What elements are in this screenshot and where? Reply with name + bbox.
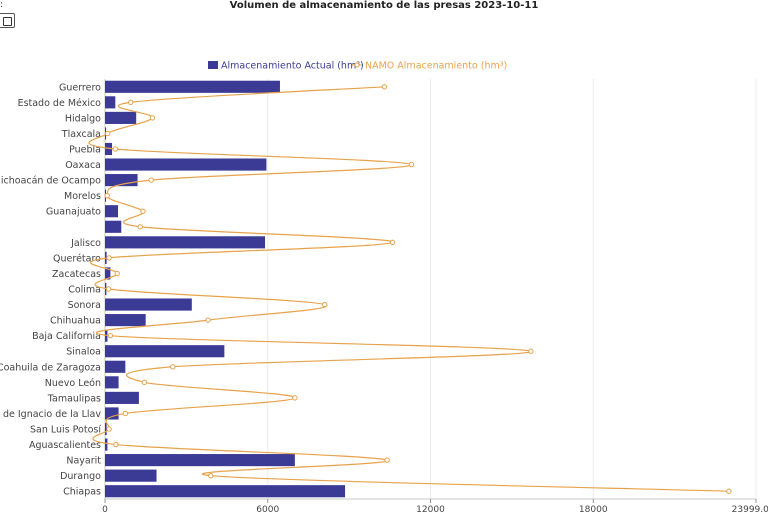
square-icon [3, 17, 12, 26]
bar [105, 96, 116, 109]
category-label: Puebla [69, 145, 101, 156]
namo-point [140, 208, 146, 214]
bar [105, 391, 139, 404]
bar [105, 422, 107, 436]
namo-point [141, 379, 148, 386]
namo-point [128, 99, 134, 106]
category-label: Michoacán de Ocampo [0, 176, 101, 187]
category-label: Tlaxcala [61, 129, 101, 140]
bar [105, 314, 146, 327]
namo-point [726, 488, 732, 494]
category-label: Nuevo León [45, 378, 101, 389]
namo-point [114, 270, 120, 277]
category-label: Sinaloa [66, 347, 101, 358]
category-label: Guanajuato [46, 207, 101, 218]
namo-point [408, 161, 415, 168]
bar [105, 267, 111, 280]
category-label: Colima [68, 285, 101, 296]
namo-point [389, 239, 396, 246]
category-label: Tamaulipas [47, 393, 101, 404]
category-label: Durango [60, 471, 101, 482]
namo-point [137, 224, 143, 230]
category-label: Estado de México [18, 98, 102, 109]
x-tick-label: 23999.093 [732, 505, 768, 512]
category-label: Chiapas [63, 487, 101, 498]
namo-point [107, 332, 114, 339]
bar [105, 485, 346, 498]
namo-point [113, 441, 119, 448]
namo-point [104, 192, 110, 199]
bar [105, 298, 192, 311]
legend-label-bar: Almacenamiento Actual (hm³) [221, 61, 364, 72]
legend-label-line: NAMO Almacenamiento (hm³) [365, 61, 507, 72]
category-label: Sonora [68, 300, 101, 311]
category-label: Zacatecas [52, 269, 101, 280]
namo-point [105, 130, 111, 137]
bar [105, 454, 295, 467]
namo-point [322, 301, 328, 308]
bar [105, 360, 126, 373]
bar [105, 376, 119, 389]
x-tick-label: 0 [102, 505, 108, 512]
namo-point [384, 457, 390, 463]
legend-swatch-bar [208, 61, 218, 69]
namo-point [208, 472, 214, 479]
bar [105, 236, 266, 249]
namo-point [381, 84, 388, 90]
x-tick-label: 18000 [579, 505, 608, 512]
category-label: Morelos [64, 191, 101, 202]
namo-point [148, 177, 154, 183]
namo-point [170, 364, 176, 370]
top-glyph: : [0, 0, 4, 10]
legend-swatch-point [354, 62, 360, 68]
bar [105, 220, 122, 233]
category-label: Baja California [32, 331, 101, 342]
category-label: Querétaro [53, 253, 101, 264]
category-label: Veracruz de Ignacio de la Llav [0, 409, 101, 420]
x-tick-label: 12000 [416, 505, 445, 512]
category-label: Nayarit [66, 456, 101, 467]
bar [105, 158, 267, 171]
bar [105, 142, 113, 156]
chart-title: Volumen de almacenamiento de las presas … [229, 0, 539, 11]
namo-point [205, 317, 211, 323]
category-label: Jalisco [70, 238, 101, 249]
namo-point [106, 426, 112, 432]
bar [105, 469, 157, 482]
category-label: Aguascalientes [29, 440, 101, 451]
namo-point [106, 255, 112, 261]
export-button[interactable] [0, 13, 15, 28]
bar [105, 438, 108, 451]
category-label: San Luis Potosí [30, 425, 101, 436]
x-tick-label: 6000 [256, 505, 279, 512]
bar [105, 407, 119, 420]
namo-point [528, 348, 534, 354]
category-label: Guerrero [59, 82, 101, 93]
bar [105, 345, 225, 358]
bar [105, 205, 119, 218]
category-label: Hidalgo [65, 113, 101, 124]
category-label: Chihuahua [50, 316, 101, 327]
bar [105, 80, 280, 93]
namo-line [88, 86, 729, 492]
category-label: Coahuila de Zaragoza [0, 362, 101, 373]
namo-point [105, 286, 112, 292]
namo-point [292, 395, 298, 401]
category-label: Oaxaca [65, 160, 101, 171]
namo-point [122, 410, 129, 417]
namo-point [112, 146, 119, 152]
bar [105, 111, 137, 124]
namo-point [149, 115, 156, 121]
